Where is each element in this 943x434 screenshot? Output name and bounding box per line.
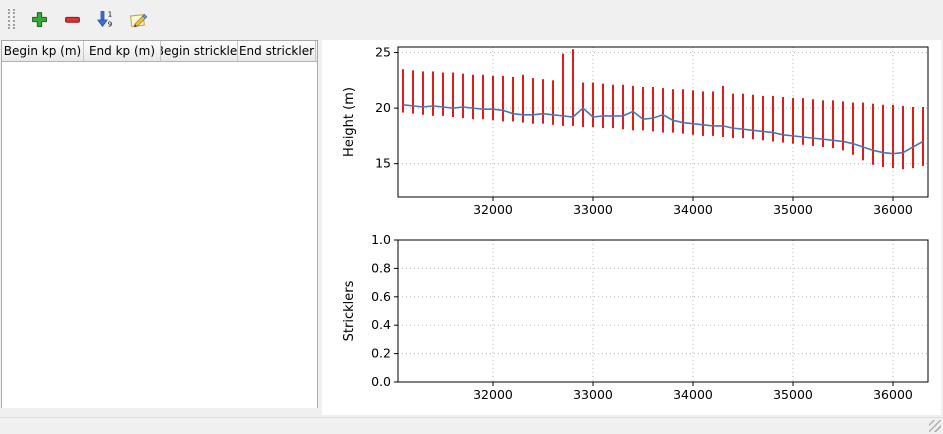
toolbar: 1 9 <box>0 0 943 38</box>
add-row-button[interactable] <box>26 6 52 32</box>
svg-text:Height (m): Height (m) <box>342 87 357 157</box>
svg-text:15: 15 <box>375 156 391 171</box>
table-header-filler <box>316 41 317 62</box>
svg-text:0.6: 0.6 <box>371 289 391 304</box>
svg-text:25: 25 <box>375 45 391 60</box>
resize-grip[interactable] <box>929 420 941 432</box>
column-header-begin-kp[interactable]: Begin kp (m) <box>2 41 84 62</box>
svg-text:33000: 33000 <box>573 202 613 217</box>
minus-icon <box>64 16 80 23</box>
remove-row-button[interactable] <box>59 6 85 32</box>
svg-text:0.4: 0.4 <box>371 317 391 332</box>
svg-text:32000: 32000 <box>473 387 513 402</box>
edit-button[interactable] <box>125 6 151 32</box>
svg-text:20: 20 <box>375 100 391 115</box>
svg-text:35000: 35000 <box>773 387 813 402</box>
sort-digit-bottom: 9 <box>108 21 112 29</box>
column-header-end-kp[interactable]: End kp (m) <box>84 41 161 62</box>
zones-table: Begin kp (m) End kp (m) Begin strickler … <box>1 40 318 408</box>
svg-text:34000: 34000 <box>673 202 713 217</box>
charts-panel: 32000 33000 34000 35000 36000 15 20 25 Height (m… <box>322 40 941 415</box>
svg-text:35000: 35000 <box>773 202 813 217</box>
svg-text:36000: 36000 <box>873 202 913 217</box>
svg-text:36000: 36000 <box>873 387 913 402</box>
plus-icon <box>31 11 47 27</box>
zones-table-header: Begin kp (m) End kp (m) Begin strickler … <box>2 41 317 62</box>
column-header-begin-strickler[interactable]: Begin strickler <box>161 41 238 62</box>
toolbar-drag-handle[interactable] <box>8 9 15 29</box>
svg-text:1.0: 1.0 <box>371 232 391 247</box>
svg-text:32000: 32000 <box>473 202 513 217</box>
stricklers-chart: 32000 33000 34000 35000 36000 0.0 0.2 0.4 0.6 0.8… <box>323 232 940 414</box>
svg-text:33000: 33000 <box>573 387 613 402</box>
svg-text:Stricklers: Stricklers <box>342 280 357 341</box>
svg-text:0.2: 0.2 <box>371 346 391 361</box>
svg-text:0.8: 0.8 <box>371 260 391 275</box>
edit-pencil-icon <box>129 13 147 27</box>
status-bar <box>0 417 943 434</box>
height-profile-chart: 32000 33000 34000 35000 36000 15 20 25 Height (m… <box>323 40 940 230</box>
column-header-end-strickler[interactable]: End strickler <box>238 41 316 62</box>
svg-text:34000: 34000 <box>673 387 713 402</box>
sort-digit-top: 1 <box>108 11 112 19</box>
sort-rows-button[interactable]: 1 9 <box>92 6 118 32</box>
sort-ascending-icon: 1 9 <box>97 11 112 29</box>
svg-text:0.0: 0.0 <box>371 374 391 389</box>
zones-table-body[interactable] <box>2 62 317 408</box>
